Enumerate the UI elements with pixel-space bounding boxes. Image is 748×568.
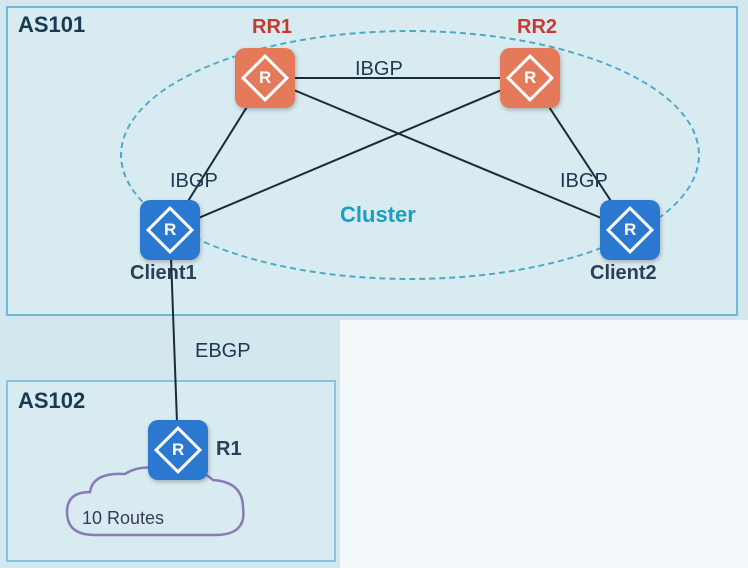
edge-rr1-client2: [265, 78, 630, 230]
node-client1: R: [140, 200, 200, 260]
edge-rr2-client1: [170, 78, 530, 230]
router-icon: R: [235, 48, 295, 108]
edge-label-rr1-client1: IBGP: [170, 170, 218, 193]
edges-layer: [0, 0, 748, 568]
node-rr2: R: [500, 48, 560, 108]
router-icon: R: [500, 48, 560, 108]
node-r1: R: [148, 420, 208, 480]
router-icon: R: [140, 200, 200, 260]
node-client2: R: [600, 200, 660, 260]
node-rr1: R: [235, 48, 295, 108]
edge-label-client1-r1: EBGP: [195, 340, 251, 363]
router-icon: R: [148, 420, 208, 480]
edge-label-rr2-client2: IBGP: [560, 170, 608, 193]
edge-client1-r1: [170, 230, 178, 450]
edge-label-rr1-rr2: IBGP: [355, 58, 403, 81]
router-icon: R: [600, 200, 660, 260]
